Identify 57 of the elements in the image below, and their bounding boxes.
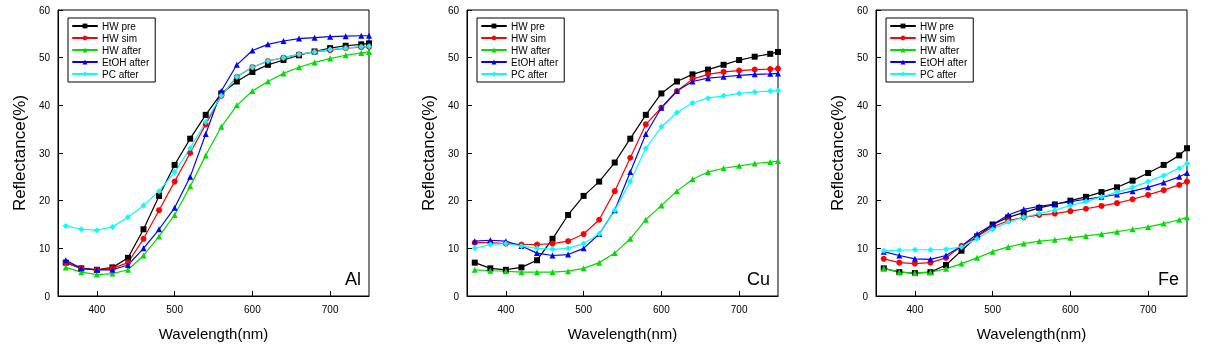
- y-tick-label: 40: [38, 99, 51, 111]
- x-tick-label: 700: [1139, 303, 1157, 315]
- x-tick-label: 600: [1062, 303, 1080, 315]
- legend-label: HW sim: [920, 32, 955, 44]
- y-axis-title: Reflectance(%): [418, 94, 438, 212]
- legend-label: HW after: [511, 44, 552, 56]
- y-tick-label: 30: [856, 147, 869, 159]
- x-axis-title: Wavelength(nm): [976, 325, 1087, 342]
- x-tick-label: 600: [244, 303, 262, 315]
- x-tick-label: 400: [497, 303, 515, 315]
- y-tick-label: 40: [447, 99, 460, 111]
- legend-label: EtOH after: [102, 56, 150, 68]
- legend-label: EtOH after: [511, 56, 559, 68]
- x-tick-label: 400: [88, 303, 106, 315]
- legend-label: HW pre: [920, 20, 955, 32]
- annotation: Cu: [746, 269, 771, 289]
- y-axis-title: Reflectance(%): [827, 94, 847, 212]
- y-tick-label: 50: [447, 52, 460, 64]
- y-tick-label: 0: [862, 290, 869, 302]
- y-tick-label: 50: [38, 52, 51, 64]
- x-tick-label: 400: [906, 303, 924, 315]
- y-tick-label: 60: [856, 4, 869, 16]
- annotation: Fe: [1157, 269, 1180, 289]
- legend-label: EtOH after: [920, 56, 968, 68]
- legend-label: HW after: [102, 44, 143, 56]
- legend-label: HW sim: [102, 32, 137, 44]
- x-axis-title: Wavelength(nm): [158, 325, 269, 342]
- y-axis-title: Reflectance(%): [9, 94, 29, 212]
- y-tick-label: 20: [856, 195, 869, 207]
- y-tick-label: 10: [856, 242, 869, 254]
- y-tick-label: 40: [856, 99, 869, 111]
- x-tick-label: 700: [321, 303, 339, 315]
- y-tick-label: 60: [38, 4, 51, 16]
- y-tick-label: 60: [447, 4, 460, 16]
- x-tick-label: 500: [575, 303, 593, 315]
- x-tick-label: 600: [653, 303, 671, 315]
- y-tick-label: 10: [38, 242, 51, 254]
- x-axis-title: Wavelength(nm): [567, 325, 678, 342]
- legend-label: HW after: [920, 44, 961, 56]
- y-tick-label: 10: [447, 242, 460, 254]
- legend-label: HW pre: [102, 20, 137, 32]
- y-tick-label: 30: [38, 147, 51, 159]
- y-tick-label: 0: [44, 290, 51, 302]
- legend-label: HW sim: [511, 32, 546, 44]
- y-tick-label: 50: [856, 52, 869, 64]
- legend-label: PC after: [511, 68, 549, 80]
- y-tick-label: 20: [38, 195, 51, 207]
- x-tick-label: 700: [730, 303, 748, 315]
- y-tick-label: 30: [447, 147, 460, 159]
- legend-label: HW pre: [511, 20, 546, 32]
- x-tick-label: 500: [984, 303, 1002, 315]
- y-tick-label: 0: [453, 290, 460, 302]
- x-tick-label: 500: [166, 303, 184, 315]
- legend-label: PC after: [920, 68, 958, 80]
- legend-label: PC after: [102, 68, 140, 80]
- annotation: Al: [345, 269, 362, 289]
- y-tick-label: 20: [447, 195, 460, 207]
